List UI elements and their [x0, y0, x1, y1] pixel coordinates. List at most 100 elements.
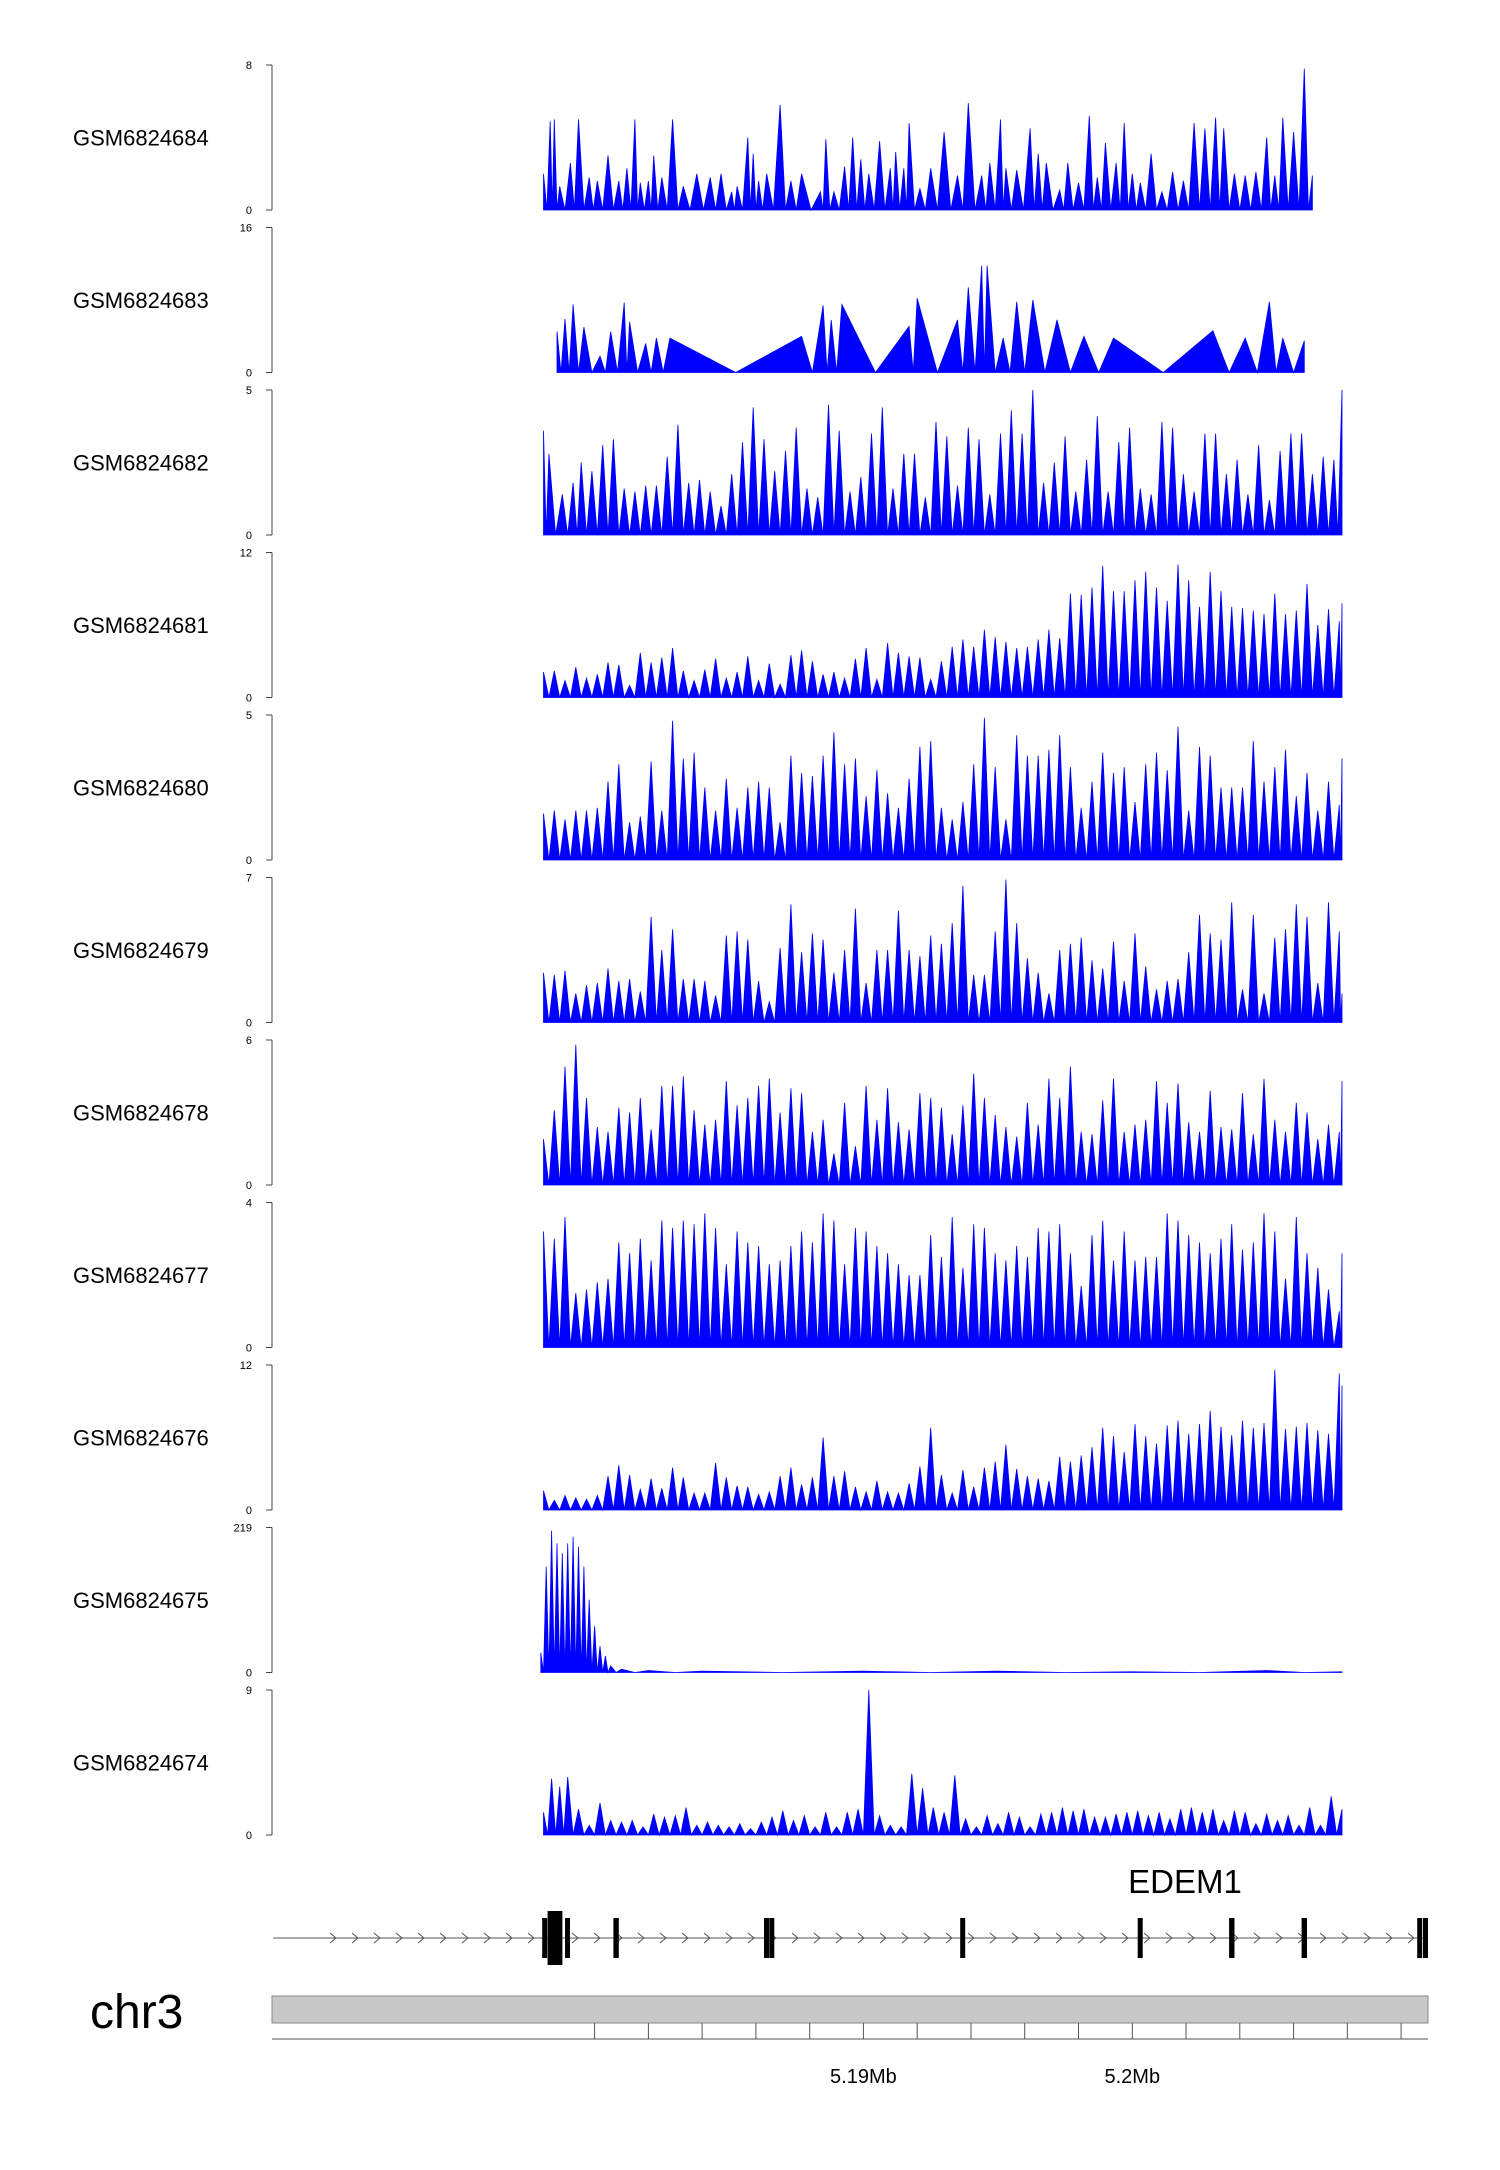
intron-arrow	[593, 1932, 601, 1944]
exon	[613, 1918, 619, 1958]
y-tick-label-zero: 0	[246, 1180, 252, 1192]
y-tick-label-max: 5	[246, 385, 252, 397]
exon	[764, 1918, 769, 1958]
intron-arrow	[527, 1932, 535, 1944]
track-GSM6824682: GSM6824682 5 0	[73, 385, 1343, 542]
coverage-area	[543, 564, 1343, 700]
track-label: GSM6824679	[73, 938, 209, 963]
intron-arrow	[1055, 1932, 1063, 1944]
intron-arrow	[923, 1932, 931, 1944]
y-tick-label-max: 7	[246, 873, 252, 885]
intron-arrow	[1363, 1932, 1371, 1944]
intron-arrow	[1033, 1932, 1041, 1944]
track-GSM6824676: GSM6824676 12 0	[73, 1360, 1343, 1517]
y-tick-label-max: 16	[240, 223, 252, 235]
coverage-area	[543, 1044, 1343, 1186]
coverage-area	[543, 68, 1313, 212]
intron-arrow	[329, 1932, 337, 1944]
y-tick-label-zero: 0	[246, 1343, 252, 1355]
intron-arrow	[1209, 1932, 1217, 1944]
intron-arrow	[1187, 1932, 1195, 1944]
coverage-area	[543, 879, 1343, 1023]
intron-arrow	[1121, 1932, 1129, 1944]
intron-arrow	[659, 1932, 667, 1944]
coverage-area	[543, 1689, 1343, 1837]
y-tick-label-max: 4	[246, 1198, 252, 1210]
y-tick-label-max: 12	[240, 548, 252, 560]
intron-arrow	[505, 1932, 513, 1944]
y-tick-label-zero: 0	[246, 855, 252, 867]
track-label: GSM6824677	[73, 1263, 209, 1288]
chromosome-label: chr3	[90, 1986, 183, 2039]
intron-arrow	[571, 1932, 579, 1944]
coverage-area	[543, 1213, 1343, 1348]
track-label: GSM6824681	[73, 613, 209, 638]
intron-arrow	[901, 1932, 909, 1944]
intron-arrow	[483, 1932, 491, 1944]
y-tick-label-max: 9	[246, 1685, 252, 1697]
track-GSM6824675: GSM6824675 219 0	[73, 1523, 1343, 1680]
y-tick-label-max: 6	[246, 1035, 252, 1047]
y-tick-label-max: 5	[246, 710, 252, 722]
intron-arrow	[1165, 1932, 1173, 1944]
intron-arrow	[1407, 1932, 1415, 1944]
intron-arrow	[637, 1932, 645, 1944]
y-tick-label-zero: 0	[246, 1830, 252, 1842]
intron-arrow	[725, 1932, 733, 1944]
track-GSM6824679: GSM6824679 7 0	[73, 873, 1343, 1030]
y-tick-label-zero: 0	[246, 1018, 252, 1030]
track-label: GSM6824680	[73, 776, 209, 801]
intron-arrow	[1143, 1932, 1151, 1944]
y-tick-label-max: 8	[246, 60, 252, 72]
intron-arrow	[395, 1932, 403, 1944]
coverage-area	[540, 1530, 1343, 1674]
coverage-area	[543, 717, 1343, 861]
track-label: GSM6824674	[73, 1751, 209, 1776]
intron-arrow	[945, 1932, 953, 1944]
intron-arrow	[373, 1932, 381, 1944]
track-label: GSM6824683	[73, 288, 209, 313]
intron-arrow	[989, 1932, 997, 1944]
intron-arrow	[461, 1932, 469, 1944]
intron-arrow	[747, 1932, 755, 1944]
intron-arrow	[1253, 1932, 1261, 1944]
exon	[1229, 1918, 1235, 1958]
y-tick-label-zero: 0	[246, 1668, 252, 1680]
exon	[542, 1918, 548, 1958]
intron-arrow	[1275, 1932, 1283, 1944]
track-label: GSM6824682	[73, 451, 209, 476]
exon-group	[542, 1911, 1428, 1965]
exon	[1423, 1918, 1428, 1958]
track-label: GSM6824676	[73, 1426, 209, 1451]
track-label: GSM6824675	[73, 1588, 209, 1613]
intron-arrow	[351, 1932, 359, 1944]
coverage-tracks: GSM682468480GSM6824683160GSM682468250GSM…	[73, 60, 1343, 1842]
intron-arrow	[879, 1932, 887, 1944]
intron-arrow	[439, 1932, 447, 1944]
intron-arrow	[1341, 1932, 1349, 1944]
track-label: GSM6824684	[73, 126, 209, 151]
y-tick-label-max: 12	[240, 1360, 252, 1372]
exon	[1137, 1918, 1143, 1958]
coverage-area	[543, 389, 1343, 536]
y-tick-label-zero: 0	[246, 1505, 252, 1517]
track-GSM6824674: GSM6824674 9 0	[73, 1685, 1343, 1842]
y-tick-label-zero: 0	[246, 368, 252, 380]
intron-arrow	[417, 1932, 425, 1944]
intron-arrow	[1385, 1932, 1393, 1944]
y-tick-label-zero: 0	[246, 693, 252, 705]
intron-arrow	[1099, 1932, 1107, 1944]
x-tick-label: 5.2Mb	[1105, 2066, 1161, 2088]
y-tick-label-zero: 0	[246, 530, 252, 542]
exon	[565, 1918, 570, 1958]
track-GSM6824677: GSM6824677 4 0	[73, 1198, 1343, 1355]
exon	[960, 1918, 966, 1958]
y-tick-label-zero: 0	[246, 205, 252, 217]
y-tick-label-max: 219	[234, 1523, 252, 1535]
gene-track: EDEM1	[273, 1863, 1428, 1965]
exon	[1301, 1918, 1307, 1958]
track-GSM6824681: GSM6824681 12 0	[73, 548, 1343, 705]
chromosome-axis: chr3 5.19Mb 5.2Mb	[90, 1986, 1429, 2088]
exon	[1417, 1918, 1423, 1958]
